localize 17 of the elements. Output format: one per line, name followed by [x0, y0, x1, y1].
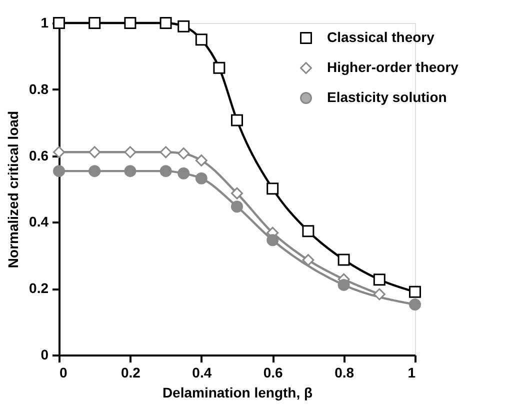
x-tick-label: 0 [60, 364, 68, 380]
x-tick-label: 0.8 [334, 364, 354, 380]
y-tick-label: 0.4 [29, 214, 49, 230]
y-axis-title: Normalized critical load [5, 110, 22, 268]
legend-label: Higher-order theory [327, 59, 459, 75]
legend-label: Classical theory [327, 29, 435, 45]
y-tick-label: 0 [40, 346, 49, 362]
x-axis-title: Delamination length, β [162, 384, 314, 400]
y-tick-label: 1 [40, 14, 49, 30]
y-tick-label: 0.6 [29, 147, 49, 164]
x-tick-label: 0.2 [120, 364, 141, 380]
y-tick-label: 0.8 [29, 80, 49, 97]
x-tick-label: 0.4 [192, 364, 212, 380]
x-tick-label: 0.6 [263, 364, 284, 380]
x-tick-label: 1 [408, 364, 416, 380]
legend-label: Elasticity solution [327, 89, 447, 105]
y-tick-label: 0.2 [29, 280, 49, 296]
